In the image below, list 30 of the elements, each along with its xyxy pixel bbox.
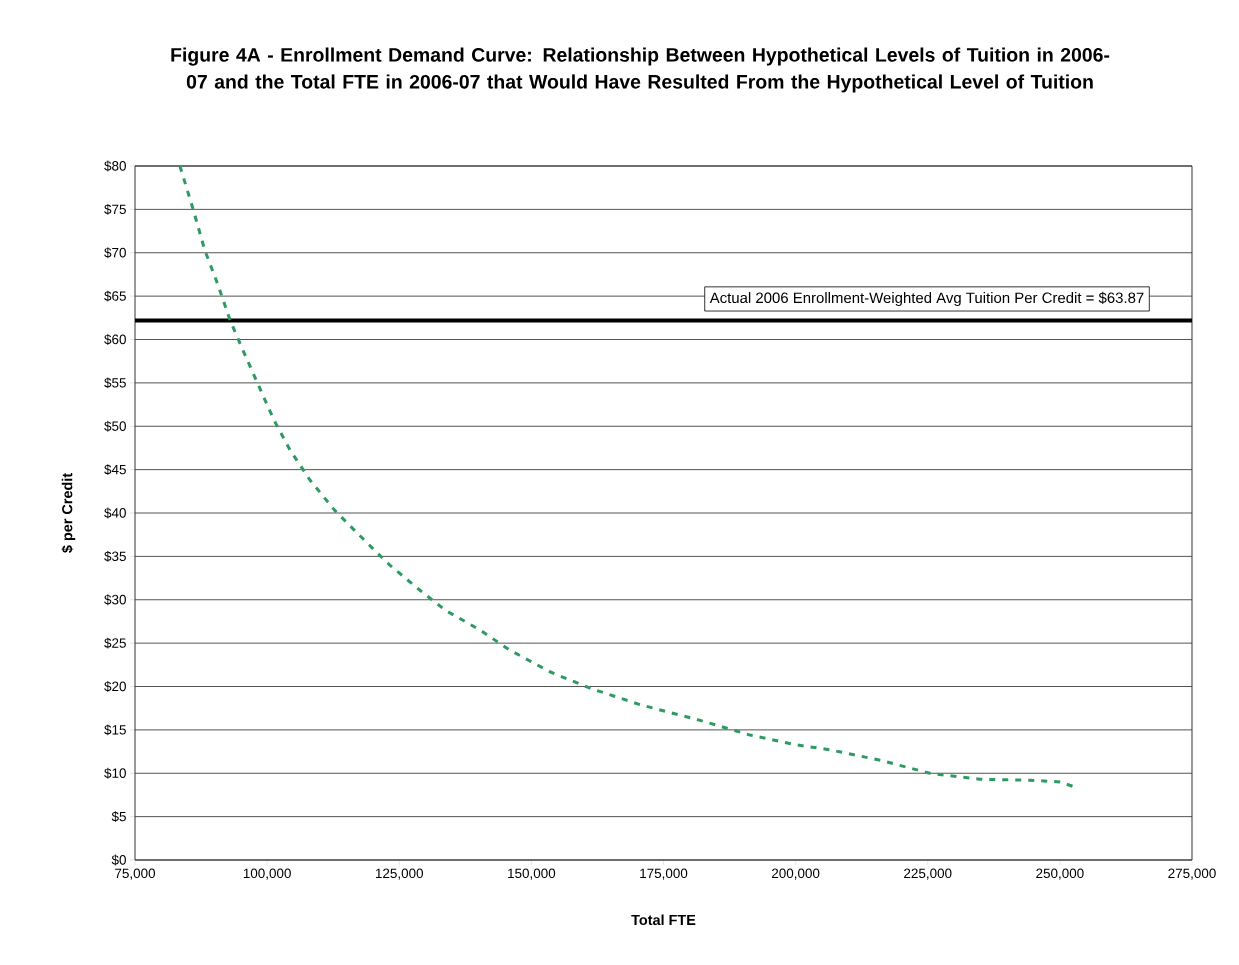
y-tick-label: $0 xyxy=(111,854,126,866)
y-tick-label: $30 xyxy=(104,594,126,606)
x-tick-label: 250,000 xyxy=(1036,868,1084,880)
x-tick-label: 100,000 xyxy=(243,868,291,880)
y-axis-title: $ per Credit xyxy=(61,473,76,553)
y-tick-label: $35 xyxy=(104,550,126,562)
y-tick-label: $20 xyxy=(104,681,126,692)
y-tick-label: $50 xyxy=(104,420,126,432)
x-tick-label: 75,000 xyxy=(115,868,156,880)
y-tick-label: $25 xyxy=(104,637,126,649)
y-tick-label: $10 xyxy=(104,767,126,779)
y-tick-label: $60 xyxy=(104,334,126,345)
x-axis-title: Total FTE xyxy=(631,914,696,926)
y-tick-label: $80 xyxy=(104,160,126,172)
y-tick-label: $40 xyxy=(104,507,126,519)
y-tick-label: $15 xyxy=(104,724,126,736)
y-tick-label: $45 xyxy=(104,464,126,476)
chart-title: Figure 4A - Enrollment Demand Curve: Relationship Between Hypothetical Levels of Tuition in 2006-07 and the Total FTE in 2006-07 that Would Have Resulted From the Hypothetical Level of Tuition xyxy=(171,47,1110,93)
annotation: Actual 2006 Enrollment-Weighted Avg Tuition Per Credit = $63.87 xyxy=(709,291,1144,307)
x-tick-label: 275,000 xyxy=(1168,868,1216,880)
y-tick-label: $5 xyxy=(111,811,126,823)
y-tick-label: $75 xyxy=(104,203,126,215)
x-tick-label: 200,000 xyxy=(771,868,820,880)
y-tick-label: $55 xyxy=(104,377,126,389)
x-tick-label: 175,000 xyxy=(640,868,688,880)
x-tick-label: 125,000 xyxy=(375,868,424,880)
x-tick-label: 225,000 xyxy=(904,868,952,880)
y-tick-label: $70 xyxy=(104,247,126,259)
y-tick-label: $65 xyxy=(104,290,126,302)
x-tick-label: 150,000 xyxy=(508,868,556,880)
